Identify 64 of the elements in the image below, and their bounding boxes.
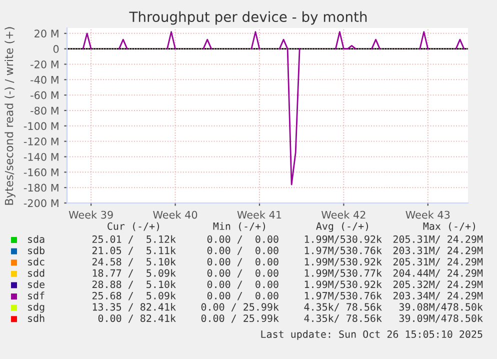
y-tick-label: -40 M: [30, 76, 58, 84]
y-tick-label: -80 M: [30, 106, 58, 115]
y-tick-label: -180 M: [24, 184, 58, 192]
legend-label: sdg: [28, 302, 44, 313]
x-tick-label: Week 40: [153, 210, 198, 219]
legend-label: sdh: [28, 314, 44, 322]
y-tick-label: -20 M: [30, 60, 58, 68]
y-tick-label: 0: [53, 45, 59, 53]
text: 0.00 / 82.41k: [98, 314, 176, 323]
text: 1.97M/530.76k: [304, 292, 382, 300]
text: 205.31M/ 24.29M: [393, 235, 483, 244]
legend-label: sda: [28, 235, 44, 243]
x-tick-label: Week 43: [406, 210, 450, 219]
text: 25.01 / 5.12k: [92, 235, 176, 244]
y-tick-label: -140 M: [24, 152, 58, 161]
text: 39.08M/478.50k: [399, 302, 483, 312]
text: 204.44M/ 24.29M: [393, 269, 483, 278]
text: 203.31M/ 24.29M: [393, 246, 483, 256]
y-tick-label: -160 M: [24, 168, 58, 176]
text: 205.31M/ 24.29M: [393, 258, 483, 266]
legend-label: sdf: [28, 292, 44, 300]
text: 1.99M/530.77k: [304, 269, 382, 278]
text: 0.00 / 0.00: [207, 235, 278, 244]
text: 1.99M/530.92k: [304, 280, 382, 289]
text: 0.00 / 25.99k: [201, 302, 279, 312]
y-tick-label: 20 M: [34, 30, 58, 38]
y-tick-label: -100 M: [24, 122, 58, 130]
text: 1.99M/530.92k: [304, 235, 382, 244]
text: 0.00 / 0.00: [207, 292, 278, 300]
text: 0.00 / 0.00: [207, 280, 278, 289]
text: 1.99M/530.92k: [304, 258, 382, 266]
text: 0.00 / 0.00: [207, 269, 278, 278]
text: 18.77 / 5.09k: [92, 269, 176, 278]
text: 13.35 / 82.41k: [92, 302, 176, 312]
text: 0.00 / 25.99k: [201, 314, 279, 323]
text: Min (-/+): [213, 222, 266, 232]
text: 1.97M/530.76k: [304, 246, 382, 256]
text: 0.00 / 0.00: [207, 258, 278, 266]
text: 203.34M/ 24.29M: [393, 292, 483, 300]
text: Max (-/+): [423, 222, 476, 232]
legend-label: sdb: [28, 246, 44, 254]
text: 24.58 / 5.10k: [92, 258, 176, 266]
text: 21.05 / 5.11k: [92, 246, 176, 256]
y-tick-label: -60 M: [30, 91, 58, 100]
legend-label: sdd: [28, 269, 44, 277]
legend-label: sdc: [28, 258, 44, 266]
text: 4.35k/ 78.56k: [304, 302, 382, 312]
text: 205.32M/ 24.29M: [393, 280, 483, 289]
text: 0.00 / 0.00: [207, 246, 278, 256]
chart-title: Throughput per device - by month: [129, 11, 367, 25]
text: 4.35k/ 78.56k: [304, 314, 382, 323]
text: 25.68 / 5.09k: [92, 292, 176, 300]
legend-label: sde: [28, 280, 44, 288]
y-axis-title: Bytes/second read (-) / write (+): [4, 27, 16, 205]
text: Cur (-/+): [108, 222, 160, 232]
x-tick-label: Week 42: [321, 210, 366, 219]
text: 39.09M/478.50k: [399, 314, 483, 323]
x-tick-label: Week 39: [68, 210, 113, 219]
y-tick-label: -200 M: [24, 199, 58, 208]
y-tick-label: -120 M: [24, 138, 58, 146]
text: 28.88 / 5.10k: [92, 280, 176, 289]
text: Avg (-/+): [316, 222, 368, 232]
x-tick-label: Week 41: [237, 210, 282, 219]
text: Last update: Sun Oct 26 15:05:10 2025: [261, 330, 482, 340]
